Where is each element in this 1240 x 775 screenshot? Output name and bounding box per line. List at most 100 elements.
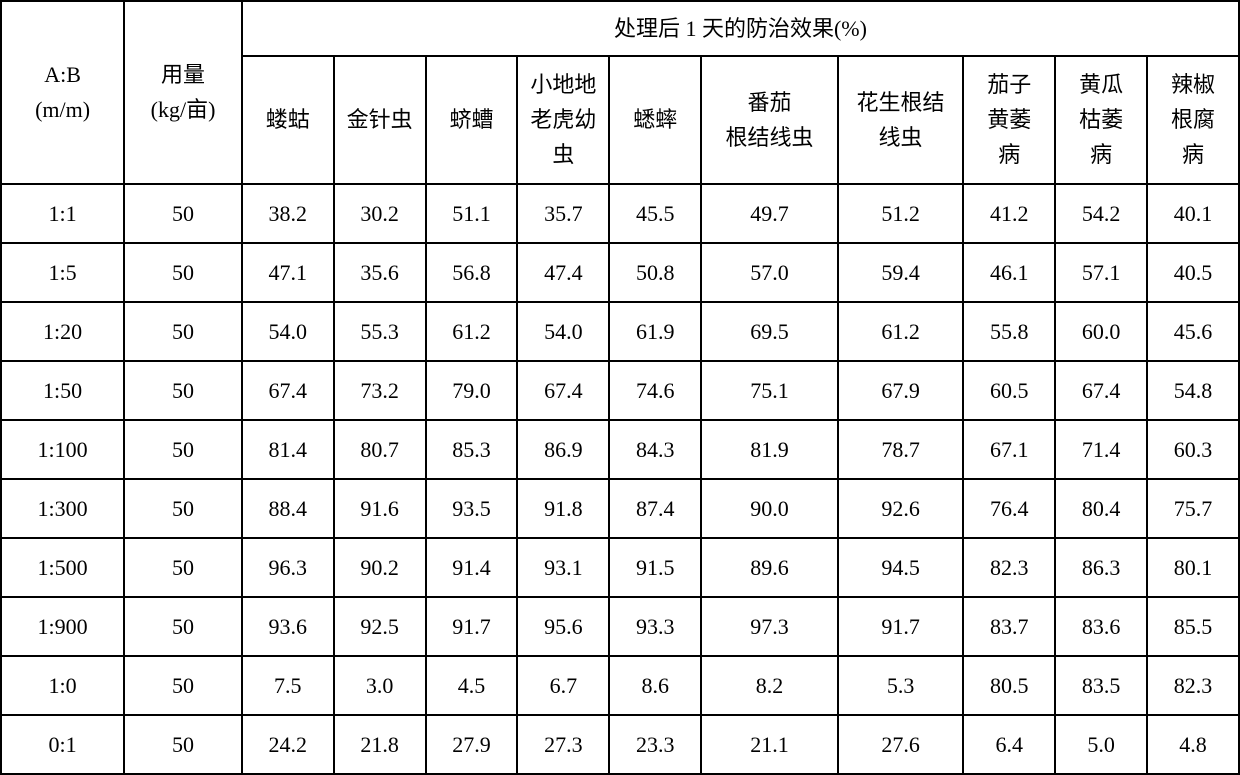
cell-value: 86.3 xyxy=(1055,538,1147,597)
cell-value: 83.5 xyxy=(1055,656,1147,715)
cell-value: 67.4 xyxy=(242,361,334,420)
header-pest-4: 蟋蟀 xyxy=(609,56,701,184)
cell-value: 81.4 xyxy=(242,420,334,479)
cell-value: 93.3 xyxy=(609,597,701,656)
cell-value: 3.0 xyxy=(334,656,426,715)
cell-value: 50.8 xyxy=(609,243,701,302)
cell-value: 80.4 xyxy=(1055,479,1147,538)
cell-value: 93.6 xyxy=(242,597,334,656)
cell-ratio: 1:0 xyxy=(1,656,124,715)
cell-ratio: 1:300 xyxy=(1,479,124,538)
cell-value: 91.6 xyxy=(334,479,426,538)
table-row: 1:9005093.692.591.795.693.397.391.783.78… xyxy=(1,597,1239,656)
cell-value: 75.1 xyxy=(701,361,838,420)
cell-value: 80.5 xyxy=(963,656,1055,715)
table-row: 1:3005088.491.693.591.887.490.092.676.48… xyxy=(1,479,1239,538)
cell-value: 45.6 xyxy=(1147,302,1239,361)
cell-value: 74.6 xyxy=(609,361,701,420)
cell-value: 51.1 xyxy=(426,184,518,243)
cell-dose: 50 xyxy=(124,656,242,715)
header-pest-2: 蛴螬 xyxy=(426,56,518,184)
cell-value: 79.0 xyxy=(426,361,518,420)
header-pest-7: 茄子黄萎病 xyxy=(963,56,1055,184)
cell-dose: 50 xyxy=(124,184,242,243)
cell-value: 76.4 xyxy=(963,479,1055,538)
cell-value: 91.7 xyxy=(426,597,518,656)
table-row: 1:505067.473.279.067.474.675.167.960.567… xyxy=(1,361,1239,420)
table-row: 1:15038.230.251.135.745.549.751.241.254.… xyxy=(1,184,1239,243)
header-pest-8: 黄瓜枯萎病 xyxy=(1055,56,1147,184)
cell-value: 91.8 xyxy=(517,479,609,538)
header-dose: 用量(kg/亩) xyxy=(124,1,242,184)
cell-dose: 50 xyxy=(124,420,242,479)
cell-value: 35.6 xyxy=(334,243,426,302)
cell-value: 67.4 xyxy=(517,361,609,420)
cell-dose: 50 xyxy=(124,597,242,656)
cell-value: 5.3 xyxy=(838,656,963,715)
cell-value: 57.0 xyxy=(701,243,838,302)
cell-value: 61.2 xyxy=(838,302,963,361)
header-ratio: A:B(m/m) xyxy=(1,1,124,184)
cell-value: 75.7 xyxy=(1147,479,1239,538)
cell-value: 49.7 xyxy=(701,184,838,243)
cell-value: 73.2 xyxy=(334,361,426,420)
cell-ratio: 1:100 xyxy=(1,420,124,479)
cell-value: 59.4 xyxy=(838,243,963,302)
cell-ratio: 1:900 xyxy=(1,597,124,656)
header-pest-3: 小地地老虎幼虫 xyxy=(517,56,609,184)
cell-value: 89.6 xyxy=(701,538,838,597)
cell-value: 8.2 xyxy=(701,656,838,715)
header-pest-9: 辣椒根腐病 xyxy=(1147,56,1239,184)
cell-value: 97.3 xyxy=(701,597,838,656)
cell-value: 90.2 xyxy=(334,538,426,597)
cell-value: 67.1 xyxy=(963,420,1055,479)
cell-value: 38.2 xyxy=(242,184,334,243)
cell-value: 93.1 xyxy=(517,538,609,597)
header-spanning: 处理后 1 天的防治效果(%) xyxy=(242,1,1239,56)
cell-value: 67.4 xyxy=(1055,361,1147,420)
cell-value: 61.2 xyxy=(426,302,518,361)
cell-ratio: 1:1 xyxy=(1,184,124,243)
cell-value: 55.3 xyxy=(334,302,426,361)
cell-value: 90.0 xyxy=(701,479,838,538)
cell-value: 46.1 xyxy=(963,243,1055,302)
cell-value: 47.4 xyxy=(517,243,609,302)
cell-value: 83.6 xyxy=(1055,597,1147,656)
cell-value: 83.7 xyxy=(963,597,1055,656)
cell-value: 78.7 xyxy=(838,420,963,479)
header-pest-6: 花生根结线虫 xyxy=(838,56,963,184)
cell-value: 41.2 xyxy=(963,184,1055,243)
cell-value: 92.5 xyxy=(334,597,426,656)
table-row: 1:5005096.390.291.493.191.589.694.582.38… xyxy=(1,538,1239,597)
cell-value: 61.9 xyxy=(609,302,701,361)
cell-value: 87.4 xyxy=(609,479,701,538)
cell-value: 91.7 xyxy=(838,597,963,656)
cell-dose: 50 xyxy=(124,538,242,597)
cell-value: 40.5 xyxy=(1147,243,1239,302)
efficacy-table: A:B(m/m) 用量(kg/亩) 处理后 1 天的防治效果(%) 蝼蛄 金针虫… xyxy=(0,0,1240,775)
cell-value: 60.5 xyxy=(963,361,1055,420)
cell-dose: 50 xyxy=(124,243,242,302)
table-row: 1:55047.135.656.847.450.857.059.446.157.… xyxy=(1,243,1239,302)
cell-value: 81.9 xyxy=(701,420,838,479)
cell-value: 35.7 xyxy=(517,184,609,243)
cell-value: 69.5 xyxy=(701,302,838,361)
cell-ratio: 1:5 xyxy=(1,243,124,302)
cell-value: 92.6 xyxy=(838,479,963,538)
cell-value: 71.4 xyxy=(1055,420,1147,479)
table-row: 1:1005081.480.785.386.984.381.978.767.17… xyxy=(1,420,1239,479)
cell-value: 85.3 xyxy=(426,420,518,479)
cell-value: 8.6 xyxy=(609,656,701,715)
cell-value: 7.5 xyxy=(242,656,334,715)
cell-value: 54.2 xyxy=(1055,184,1147,243)
cell-value: 47.1 xyxy=(242,243,334,302)
cell-ratio: 1:50 xyxy=(1,361,124,420)
cell-value: 84.3 xyxy=(609,420,701,479)
cell-value: 67.9 xyxy=(838,361,963,420)
cell-value: 91.4 xyxy=(426,538,518,597)
cell-value: 54.0 xyxy=(242,302,334,361)
cell-value: 88.4 xyxy=(242,479,334,538)
cell-ratio: 1:500 xyxy=(1,538,124,597)
table-body: 1:15038.230.251.135.745.549.751.241.254.… xyxy=(1,184,1239,774)
table-row: 1:205054.055.361.254.061.969.561.255.860… xyxy=(1,302,1239,361)
